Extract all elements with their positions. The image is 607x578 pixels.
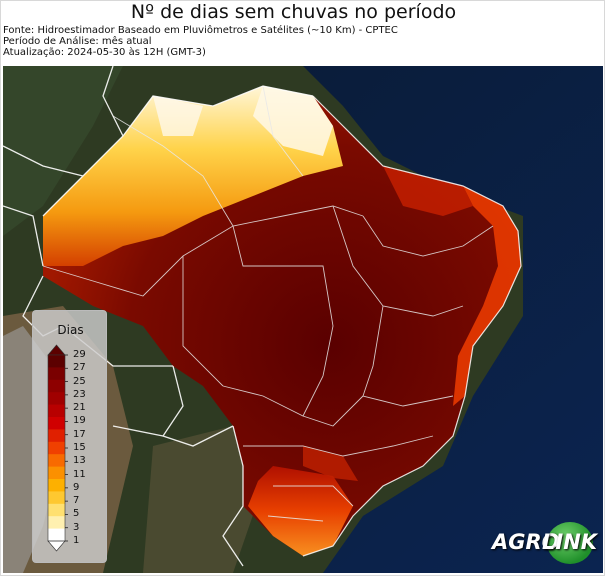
- legend-tick-label: 29: [73, 349, 86, 360]
- legend-color-step: [48, 454, 65, 468]
- legend-tick-label: 3: [73, 521, 80, 533]
- satellite-map: [3, 66, 603, 573]
- legend-color-step: [48, 392, 65, 406]
- map-panel: [3, 66, 603, 573]
- map-title: Nº de dias sem chuvas no período: [130, 1, 457, 23]
- legend-color-step: [48, 516, 65, 530]
- legend-colorbar: [47, 344, 68, 552]
- legend-tick-label: 9: [73, 481, 80, 493]
- logo-text-link: LINK: [542, 530, 598, 554]
- legend-color-step: [48, 355, 65, 368]
- south-zone: [248, 466, 353, 556]
- legend-tick-label: 7: [73, 495, 80, 507]
- legend-color-step: [48, 404, 65, 418]
- legend-tick-label: 1: [73, 535, 80, 546]
- legend-tick-label: 17: [73, 428, 86, 440]
- legend-color-step: [48, 479, 65, 492]
- legend-tick-label: 13: [73, 455, 86, 467]
- legend-tick-label: 21: [73, 402, 86, 414]
- legend-color-step: [48, 429, 65, 443]
- logo-text-agro: AGRO: [492, 530, 560, 554]
- legend-color-step: [48, 528, 65, 542]
- legend-tick-label: 27: [73, 362, 86, 374]
- analysis-period-line: Período de Análise: mês atual: [3, 36, 152, 47]
- logo-green-circle: [547, 522, 593, 564]
- legend-color-step: [48, 441, 65, 455]
- legend-tick-label: 11: [73, 468, 86, 480]
- legend-color-step: [48, 367, 65, 381]
- coastline: [302, 95, 522, 557]
- legend-title: Dias: [57, 323, 84, 337]
- legend-tick-label: 23: [73, 388, 86, 400]
- update-line: Atualização: 2024-05-30 às 12H (GMT-3): [3, 47, 206, 58]
- legend-panel: Dias 29 27 25 23 21 19 17 15 13 11 9 7 5 3 1: [32, 310, 107, 563]
- legend-color-step: [48, 417, 65, 430]
- legend-tick-label: 5: [73, 508, 80, 520]
- legend-tick-label: 19: [73, 415, 86, 427]
- legend-arrow-top: [47, 344, 66, 356]
- legend-color-step: [48, 466, 65, 480]
- legend-tick-label: 25: [73, 375, 86, 387]
- legend-color-step: [48, 491, 65, 505]
- legend-color-step: [48, 379, 65, 393]
- state-borders: [42, 85, 494, 522]
- legend-tick-label: 15: [73, 442, 86, 453]
- legend-color-step: [48, 503, 65, 517]
- agrolink-logo: AGRO LINK: [488, 520, 598, 566]
- northeast-coast-zone: [453, 186, 521, 406]
- source-line: Fonte: Hidroestimador Baseado em Pluviôm…: [3, 25, 398, 36]
- legend-arrow-bottom: [47, 540, 66, 552]
